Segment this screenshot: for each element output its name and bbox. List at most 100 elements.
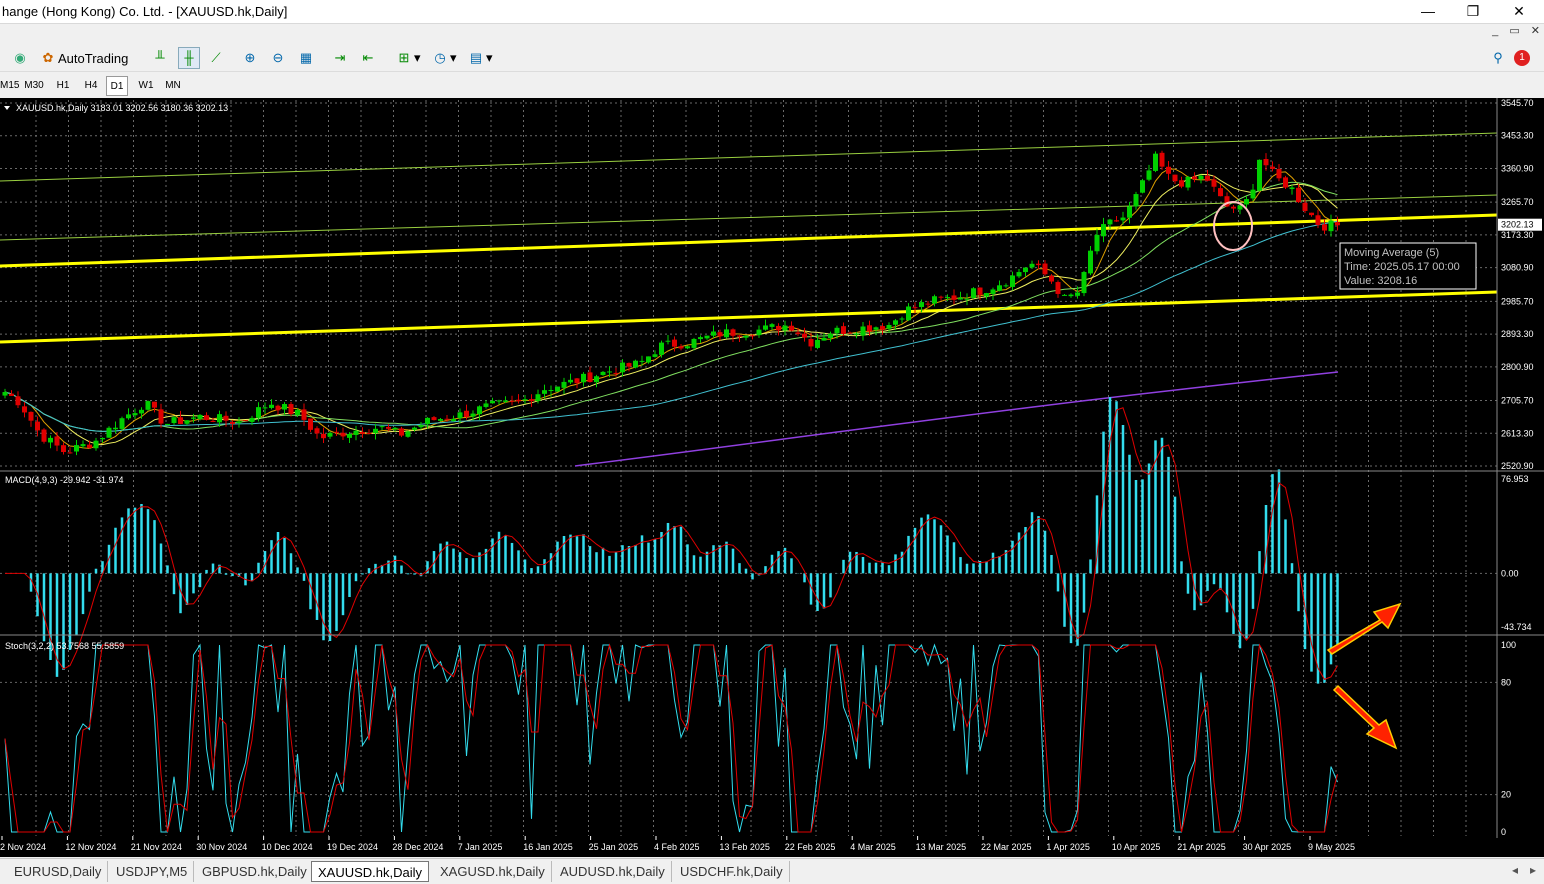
date-tick-label: 7 Jan 2025 bbox=[458, 842, 503, 852]
candle-body bbox=[9, 393, 14, 396]
candle-body bbox=[295, 409, 300, 415]
date-tick-label: 1 Apr 2025 bbox=[1046, 842, 1090, 852]
chart-area[interactable]: 3545.70 3453.30 3360.90 3265.70 3173.30 3080.… bbox=[0, 98, 1544, 857]
tile-windows-icon[interactable]: ▦ bbox=[299, 50, 313, 65]
candle-body bbox=[613, 372, 619, 374]
timeframe-w1[interactable]: W1 bbox=[138, 80, 154, 91]
candle-body bbox=[782, 325, 788, 331]
maximize-button[interactable]: ❐ bbox=[1466, 3, 1480, 19]
autotrading-icon: ✿ bbox=[42, 50, 54, 65]
templates-icon[interactable]: ▤ ▾ bbox=[469, 50, 493, 65]
timeframe-m15[interactable]: M15 bbox=[0, 80, 20, 91]
periods-clock-icon[interactable]: ◷ ▾ bbox=[434, 50, 457, 65]
timeframe-m30[interactable]: M30 bbox=[24, 80, 44, 91]
date-tick-label: 22 Feb 2025 bbox=[785, 842, 836, 852]
chart-shift-icon[interactable]: ⇤ bbox=[362, 50, 374, 65]
candle-body bbox=[1315, 215, 1321, 226]
candle-body bbox=[412, 427, 417, 430]
candle-body bbox=[1159, 152, 1165, 167]
candlestick-button[interactable]: ╫ bbox=[178, 47, 200, 69]
candle-body bbox=[126, 414, 131, 419]
candle-body bbox=[828, 333, 833, 339]
timeframe-d1[interactable]: D1 bbox=[106, 76, 128, 96]
candle-body bbox=[1309, 212, 1314, 216]
candle-body bbox=[1166, 166, 1171, 174]
candle-body bbox=[1244, 199, 1249, 205]
candle-body bbox=[451, 418, 456, 422]
minimize-button[interactable]: — bbox=[1421, 3, 1435, 19]
autotrading-button[interactable]: ✿ AutoTrading bbox=[38, 47, 129, 69]
chart-tab[interactable]: XAGUSD.hk,Daily bbox=[434, 861, 552, 882]
tab-scroll-left-icon[interactable]: ◂ bbox=[1512, 863, 1519, 877]
date-tick-label: 22 Mar 2025 bbox=[981, 842, 1032, 852]
candle-body bbox=[1276, 169, 1282, 179]
candle-body bbox=[197, 414, 203, 419]
candle-body bbox=[48, 437, 53, 443]
candle-body bbox=[522, 399, 528, 401]
candle-body bbox=[444, 418, 450, 420]
zoom-out-icon[interactable]: ⊖ bbox=[272, 50, 284, 65]
candle-body bbox=[93, 440, 99, 449]
chart-tab[interactable]: USDJPY,M5 bbox=[110, 861, 195, 882]
notifications-icon[interactable]: 1 bbox=[1514, 47, 1530, 69]
tab-scroll-right-icon[interactable]: ▸ bbox=[1530, 863, 1537, 877]
candle-body bbox=[756, 329, 762, 336]
candle-body bbox=[178, 417, 183, 424]
chart-canvas[interactable]: 3545.70 3453.30 3360.90 3265.70 3173.30 3080.… bbox=[0, 98, 1544, 857]
candle-body bbox=[1107, 219, 1113, 225]
candle-body bbox=[1231, 206, 1236, 209]
candle-body bbox=[1335, 222, 1340, 226]
timeframe-h4[interactable]: H4 bbox=[84, 80, 98, 91]
close-button[interactable]: ✕ bbox=[1513, 3, 1525, 19]
search-icon[interactable]: ⚲ bbox=[1493, 50, 1503, 65]
date-tick-label: 25 Jan 2025 bbox=[589, 842, 639, 852]
chart-tab[interactable]: EURUSD,Daily bbox=[8, 861, 109, 882]
candle-body bbox=[847, 332, 853, 334]
candle-body bbox=[795, 332, 801, 335]
autotrading-label: AutoTrading bbox=[58, 50, 129, 66]
bar-chart-button[interactable]: ╨ bbox=[155, 50, 165, 65]
candle-body bbox=[145, 401, 151, 410]
ma-55-line bbox=[4, 220, 1338, 432]
candle-body bbox=[1010, 275, 1015, 287]
tooltip-text: Time: 2025.05.17 00:00 bbox=[1344, 261, 1460, 273]
timeframe-mn[interactable]: MN bbox=[165, 80, 181, 91]
candle-body bbox=[28, 411, 34, 421]
candle-body bbox=[15, 396, 21, 406]
candle-body bbox=[152, 401, 157, 408]
candle-body bbox=[269, 404, 274, 408]
timeframe-h1[interactable]: H1 bbox=[56, 80, 70, 91]
candle-body bbox=[678, 346, 684, 349]
child-minimize-icon[interactable]: _ bbox=[1492, 25, 1499, 37]
auto-scroll-icon[interactable]: ⇥ bbox=[334, 50, 346, 65]
candle-body bbox=[1205, 175, 1210, 181]
child-close-icon[interactable]: ✕ bbox=[1530, 25, 1540, 37]
candle-body bbox=[737, 335, 742, 337]
chart-tab[interactable]: USDCHF.hk,Daily bbox=[674, 861, 790, 882]
chart-tab[interactable]: XAUUSD.hk,Daily bbox=[311, 861, 430, 882]
candle-body bbox=[204, 415, 209, 420]
chart-tab[interactable]: GBPUSD.hk,Daily bbox=[196, 861, 314, 882]
line-chart-button[interactable]: ⟋ bbox=[211, 50, 221, 65]
candle-body bbox=[425, 417, 430, 425]
candle-body bbox=[802, 333, 807, 338]
candle-body bbox=[776, 325, 781, 331]
chart-tab[interactable]: AUDUSD.hk,Daily bbox=[554, 861, 672, 882]
current-price-label: 3202.13 bbox=[1501, 220, 1534, 230]
candle-body bbox=[2, 392, 8, 396]
candle-body bbox=[41, 429, 47, 442]
candle-body bbox=[821, 337, 827, 341]
child-restore-icon[interactable]: ▭ bbox=[1509, 25, 1520, 37]
zoom-in-icon[interactable]: ⊕ bbox=[244, 50, 256, 65]
signal-icon[interactable]: ◉ bbox=[14, 50, 26, 65]
candle-body bbox=[724, 329, 729, 338]
current-price-box bbox=[1498, 218, 1542, 231]
candle-body bbox=[503, 400, 508, 402]
candle-body bbox=[873, 327, 879, 330]
trendline-upper bbox=[0, 213, 1498, 268]
indicators-icon[interactable]: ⊞ ▾ bbox=[398, 50, 421, 65]
candle-body bbox=[1257, 159, 1262, 191]
candle-body bbox=[67, 452, 73, 454]
stoch-tick-label: 20 bbox=[1501, 790, 1511, 800]
candle-body bbox=[217, 414, 222, 423]
